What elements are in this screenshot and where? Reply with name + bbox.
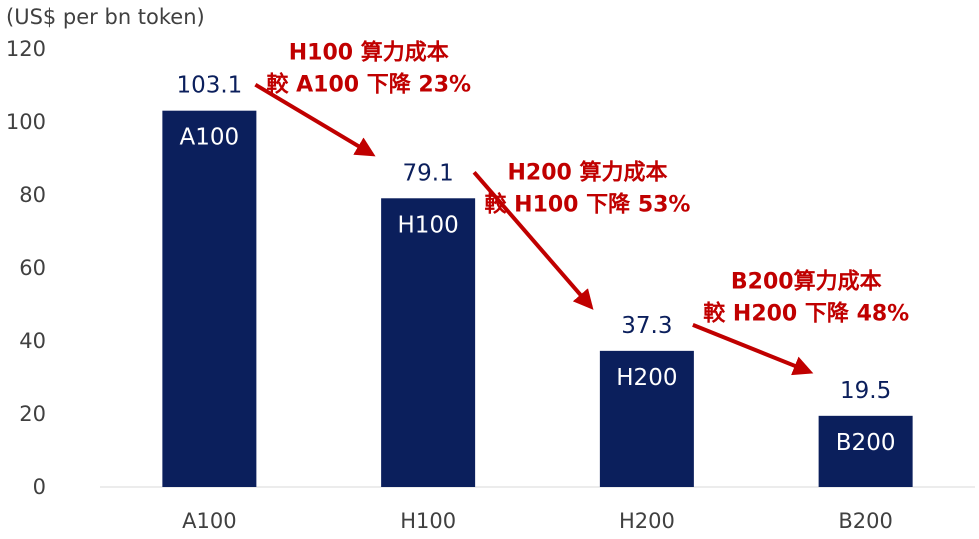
y-tick-label: 0	[33, 475, 46, 499]
y-tick-label: 100	[6, 110, 46, 134]
x-tick-label: H200	[619, 509, 675, 533]
y-tick-label: 20	[19, 402, 46, 426]
bars: 103.1 A100 79.1 H100 37.3 H200 19.5 B200	[162, 73, 913, 487]
annotation-text: H200 算力成本	[508, 160, 668, 186]
bar-inner-label: A100	[180, 125, 240, 151]
x-tick-label: A100	[182, 509, 236, 533]
x-axis-ticks: A100 H100 H200 B200	[182, 509, 893, 533]
bar-inner-label: H100	[398, 212, 459, 238]
x-tick-label: H100	[400, 509, 456, 533]
bar-inner-label: B200	[836, 430, 896, 456]
bar-value-label: 37.3	[621, 313, 672, 339]
annotation-text: H100 算力成本	[289, 39, 449, 65]
y-axis-unit-label: (US$ per bn token)	[6, 5, 205, 29]
drop-arrow	[254, 82, 376, 157]
y-axis-ticks: 0 20 40 60 80 100 120	[6, 37, 46, 499]
bar-value-label: 19.5	[840, 378, 891, 404]
drop-arrow	[692, 322, 814, 376]
annotation-text: B200算力成本	[731, 268, 882, 294]
y-tick-label: 120	[6, 37, 46, 61]
bar-b200	[818, 415, 913, 487]
y-tick-label: 40	[19, 329, 46, 353]
x-tick-label: B200	[838, 509, 893, 533]
bar-h200	[599, 350, 694, 487]
bar-a100	[162, 110, 257, 487]
bar-value-label: 79.1	[403, 160, 454, 186]
bar-h100	[381, 198, 476, 487]
bar-inner-label: H200	[616, 365, 677, 391]
annotation-text: 較 H100 下降 53%	[485, 192, 691, 218]
y-tick-label: 60	[19, 256, 46, 280]
drop-arrow	[472, 170, 594, 310]
annotation-text: 較 H200 下降 48%	[703, 300, 909, 326]
bar-value-label: 103.1	[176, 73, 242, 99]
annotation-text: 較 A100 下降 23%	[266, 71, 471, 97]
y-tick-label: 80	[19, 183, 46, 207]
